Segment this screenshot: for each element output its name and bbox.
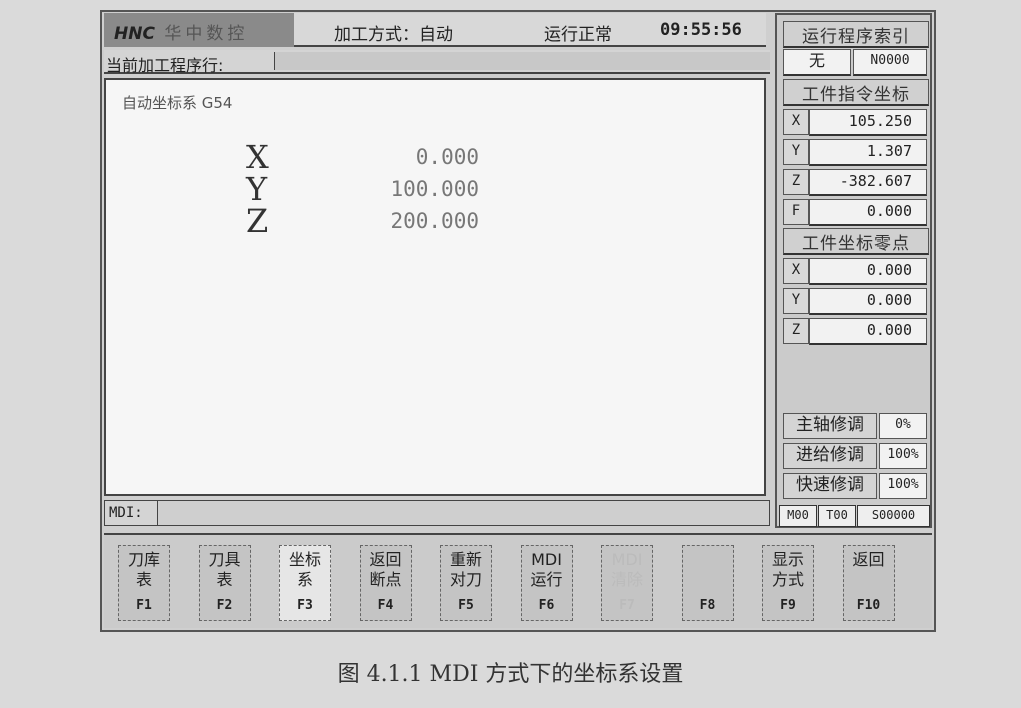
function-key-f8[interactable]: F8 bbox=[681, 545, 734, 621]
axis-x-value[interactable]: 0.000 bbox=[415, 145, 479, 169]
coord-system-label: 自动坐标系 G54 bbox=[122, 94, 233, 112]
function-key-label: F7 bbox=[619, 598, 635, 613]
function-key-f9[interactable]: 显示 方式 F9 bbox=[762, 545, 814, 621]
function-key-label: MDI bbox=[611, 550, 643, 569]
function-key-f5[interactable]: 重新 对刀 F5 bbox=[440, 545, 492, 621]
function-key-label: 表 bbox=[216, 570, 233, 589]
work-zero-header: 工件坐标零点 bbox=[783, 228, 929, 255]
function-key-label: 坐标 bbox=[288, 550, 321, 569]
run-status: 运行正常 bbox=[544, 25, 612, 45]
function-key-label: F2 bbox=[216, 598, 233, 613]
program-index-header: 运行程序索引 bbox=[783, 21, 929, 48]
cmd-row-f: F 0.000 bbox=[783, 199, 927, 226]
m-code-status: M00 bbox=[779, 505, 817, 527]
mdi-label: MDI: bbox=[109, 505, 143, 521]
mdi-bar: MDI: bbox=[104, 500, 770, 526]
logo: HNC 华中数控 bbox=[104, 13, 294, 47]
function-key-f1[interactable]: 刀库表 F1 bbox=[118, 545, 170, 621]
s-code-status: S00000 bbox=[857, 505, 930, 527]
cmd-row-y: Y 1.307 bbox=[783, 139, 927, 166]
zero-row-x: X 0.000 bbox=[783, 258, 927, 285]
function-key-label: F3 bbox=[297, 598, 313, 613]
cmd-row-x: X 105.250 bbox=[783, 109, 927, 136]
clock: 09:55:56 bbox=[660, 20, 742, 40]
function-key-f4[interactable]: 返回 断点 F4 bbox=[359, 545, 412, 621]
coordinate-panel: 自动坐标系 G54 X 0.000 Y 100.000 Z 200.000 bbox=[104, 78, 766, 496]
axis-z-label: Z bbox=[246, 202, 269, 240]
program-index-row: 无 N0000 bbox=[783, 49, 927, 76]
program-index-name: 无 bbox=[783, 49, 851, 76]
function-key-label: MDI bbox=[531, 550, 562, 569]
function-key-label: 表 bbox=[135, 570, 152, 589]
feed-override: 进给修调 100% bbox=[783, 443, 927, 469]
function-key-label: 重新 bbox=[449, 550, 482, 569]
mdi-input[interactable] bbox=[157, 501, 769, 525]
side-panel: 运行程序索引 无 N0000 工件指令坐标 X 105.250 Y 1.307 Z-… bbox=[775, 13, 932, 528]
function-key-label: F4 bbox=[377, 598, 394, 613]
zero-row-y: Y 0.000 bbox=[783, 288, 927, 315]
axis-x-label: X bbox=[246, 138, 269, 176]
t-code-status: T00 bbox=[818, 505, 856, 527]
function-key-label: F6 bbox=[538, 598, 555, 613]
program-line-label: 当前加工程序行: bbox=[106, 56, 224, 75]
function-key-f7[interactable]: MDI 清除 F7 bbox=[601, 545, 653, 621]
axis-y-label: Y bbox=[246, 170, 268, 208]
function-key-label: 刀具 bbox=[208, 550, 241, 569]
function-key-label: F9 bbox=[780, 598, 796, 613]
function-key-label: F1 bbox=[136, 598, 152, 613]
zero-row-z: Z 0.000 bbox=[783, 318, 927, 345]
function-key-bar: 刀库表 F1 刀具表 F2 坐标系 F3 返回 断点 F4 重新 对刀 F5 MDI 运行 F6 MDI 清除 F… bbox=[104, 533, 932, 628]
function-key-label: 清除 bbox=[610, 570, 643, 589]
function-key-f6[interactable]: MDI 运行 F6 bbox=[520, 545, 573, 621]
function-key-label: 返回 bbox=[852, 550, 885, 569]
program-index-line: N0000 bbox=[853, 49, 927, 76]
function-key-label: 运行 bbox=[530, 570, 563, 589]
function-key-label: F10 bbox=[856, 598, 881, 613]
title-bar: HNC 华中数控 加工方式：自动 运行正常 09:55:56 bbox=[104, 13, 766, 47]
cmd-row-z: Z -382.607 bbox=[783, 169, 927, 196]
machining-mode: 加工方式：自动 bbox=[334, 25, 453, 45]
function-key-label: F8 bbox=[699, 598, 716, 613]
command-coord-header: 工件指令坐标 bbox=[783, 79, 929, 106]
function-key-label: 系 bbox=[296, 570, 313, 589]
function-key-f3[interactable]: 坐标系 F3 bbox=[279, 545, 331, 621]
function-key-label: 断点 bbox=[369, 570, 402, 589]
function-key-f10[interactable]: 返回 F10 bbox=[842, 545, 895, 621]
figure-caption: 图 4.1.1 MDI 方式下的坐标系设置 bbox=[337, 662, 684, 687]
function-key-label: 显示 bbox=[771, 550, 804, 569]
function-key-label: 方式 bbox=[771, 570, 804, 589]
function-key-label: 对刀 bbox=[449, 570, 482, 589]
function-key-label: 返回 bbox=[369, 550, 402, 569]
program-line-field bbox=[274, 52, 770, 70]
axis-z-value[interactable]: 200.000 bbox=[390, 209, 479, 233]
spindle-override: 主轴修调 0% bbox=[783, 413, 927, 439]
axis-y-value[interactable]: 100.000 bbox=[390, 177, 479, 201]
function-key-label: 刀库 bbox=[127, 550, 160, 569]
function-key-f2[interactable]: 刀具表 F2 bbox=[198, 545, 251, 621]
current-program-line: 当前加工程序行: bbox=[104, 50, 770, 75]
rapid-override: 快速修调 100% bbox=[783, 473, 927, 499]
function-key-label: F5 bbox=[458, 598, 474, 613]
